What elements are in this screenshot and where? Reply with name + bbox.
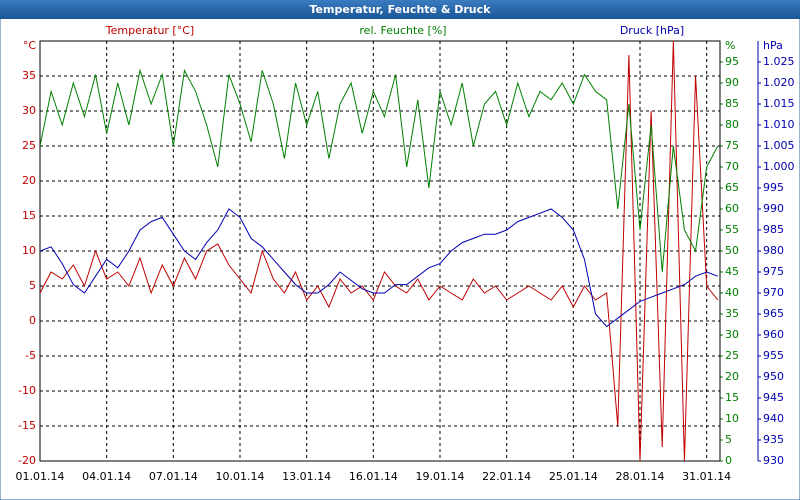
- y-tick-label: 35: [22, 69, 36, 82]
- y2-tick-label: 5: [725, 433, 732, 446]
- y2-tick-label: 35: [725, 307, 739, 320]
- y3-tick-label: 975: [763, 265, 784, 278]
- legend-label: rel. Feuchte [%]: [359, 24, 446, 37]
- y2-tick-label: 0: [725, 454, 732, 467]
- y2-tick-label: 20: [725, 370, 739, 383]
- y-unit: °C: [23, 39, 37, 52]
- y-tick-label: 30: [22, 104, 36, 117]
- y3-tick-label: 1.010: [763, 118, 795, 131]
- series-line: [40, 68, 719, 273]
- x-tick-label: 19.01.14: [416, 470, 465, 483]
- y3-tick-label: 980: [763, 244, 784, 257]
- y2-tick-label: 75: [725, 139, 739, 152]
- y2-tick-label: 85: [725, 97, 739, 110]
- y-tick-label: -15: [18, 419, 36, 432]
- y3-tick-label: 935: [763, 433, 784, 446]
- y-tick-label: 10: [22, 244, 36, 257]
- y-tick-label: -5: [25, 349, 36, 362]
- window-title: Temperatur, Feuchte & Druck: [310, 3, 492, 16]
- series-line: [40, 208, 718, 328]
- y-tick-label: -10: [18, 384, 36, 397]
- y2-tick-label: 80: [725, 118, 739, 131]
- series-line: [40, 41, 719, 461]
- x-tick-label: 13.01.14: [282, 470, 331, 483]
- y2-tick-label: 45: [725, 265, 739, 278]
- y3-tick-label: 965: [763, 307, 784, 320]
- y3-tick-label: 930: [763, 454, 784, 467]
- y2-tick-label: 40: [725, 286, 739, 299]
- y3-tick-label: 940: [763, 412, 784, 425]
- y2-tick-label: 60: [725, 202, 739, 215]
- x-tick-label: 31.01.14: [682, 470, 731, 483]
- x-tick-label: 22.01.14: [482, 470, 531, 483]
- y3-tick-label: 1.015: [763, 97, 795, 110]
- y3-tick-label: 985: [763, 223, 784, 236]
- y2-tick-label: 30: [725, 328, 739, 341]
- y3-tick-label: 945: [763, 391, 784, 404]
- x-tick-label: 07.01.14: [149, 470, 198, 483]
- y3-tick-label: 960: [763, 328, 784, 341]
- y3-tick-label: 1.020: [763, 76, 795, 89]
- x-tick-label: 01.01.14: [16, 470, 65, 483]
- legend-label: Druck [hPa]: [620, 24, 684, 37]
- y2-tick-label: 10: [725, 412, 739, 425]
- y-tick-label: 25: [22, 139, 36, 152]
- y2-tick-label: 15: [725, 391, 739, 404]
- y2-tick-label: 25: [725, 349, 739, 362]
- x-tick-label: 10.01.14: [216, 470, 265, 483]
- y-tick-label: 20: [22, 174, 36, 187]
- y3-tick-label: 1.025: [763, 55, 795, 68]
- y2-tick-label: 65: [725, 181, 739, 194]
- x-tick-label: 25.01.14: [549, 470, 598, 483]
- y-tick-label: 15: [22, 209, 36, 222]
- y3-unit: hPa: [763, 39, 783, 52]
- y-tick-label: -20: [18, 454, 36, 467]
- y3-tick-label: 995: [763, 181, 784, 194]
- y2-tick-label: 70: [725, 160, 739, 173]
- y2-tick-label: 50: [725, 244, 739, 257]
- y3-tick-label: 990: [763, 202, 784, 215]
- x-tick-label: 28.01.14: [616, 470, 665, 483]
- title-bar: [0, 0, 800, 19]
- y3-tick-label: 970: [763, 286, 784, 299]
- y2-tick-label: 95: [725, 55, 739, 68]
- y2-tick-label: 90: [725, 76, 739, 89]
- y-tick-label: 0: [29, 314, 36, 327]
- y2-tick-label: 55: [725, 223, 739, 236]
- y3-tick-label: 1.005: [763, 139, 795, 152]
- x-tick-label: 16.01.14: [349, 470, 398, 483]
- y2-unit: %: [725, 39, 735, 52]
- y3-tick-label: 950: [763, 370, 784, 383]
- y3-tick-label: 955: [763, 349, 784, 362]
- y-tick-label: 5: [29, 279, 36, 292]
- legend-label: Temperatur [°C]: [105, 24, 194, 37]
- x-tick-label: 04.01.14: [82, 470, 131, 483]
- y3-tick-label: 1.000: [763, 160, 795, 173]
